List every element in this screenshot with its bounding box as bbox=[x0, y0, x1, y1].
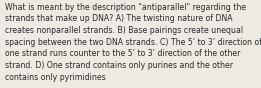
Text: creates nonparallel strands. B) Base pairings create unequal: creates nonparallel strands. B) Base pai… bbox=[5, 26, 243, 35]
Text: strand. D) One strand contains only purines and the other: strand. D) One strand contains only puri… bbox=[5, 61, 233, 70]
Text: What is meant by the description "antiparallel" regarding the: What is meant by the description "antipa… bbox=[5, 3, 246, 12]
Text: contains only pyrimidines: contains only pyrimidines bbox=[5, 73, 105, 82]
Text: strands that make up DNA? A) The twisting nature of DNA: strands that make up DNA? A) The twistin… bbox=[5, 14, 232, 23]
Text: one strand runs counter to the 5’ to 3’ direction of the other: one strand runs counter to the 5’ to 3’ … bbox=[5, 49, 240, 58]
Text: spacing between the two DNA strands. C) The 5’ to 3’ direction of: spacing between the two DNA strands. C) … bbox=[5, 38, 261, 47]
